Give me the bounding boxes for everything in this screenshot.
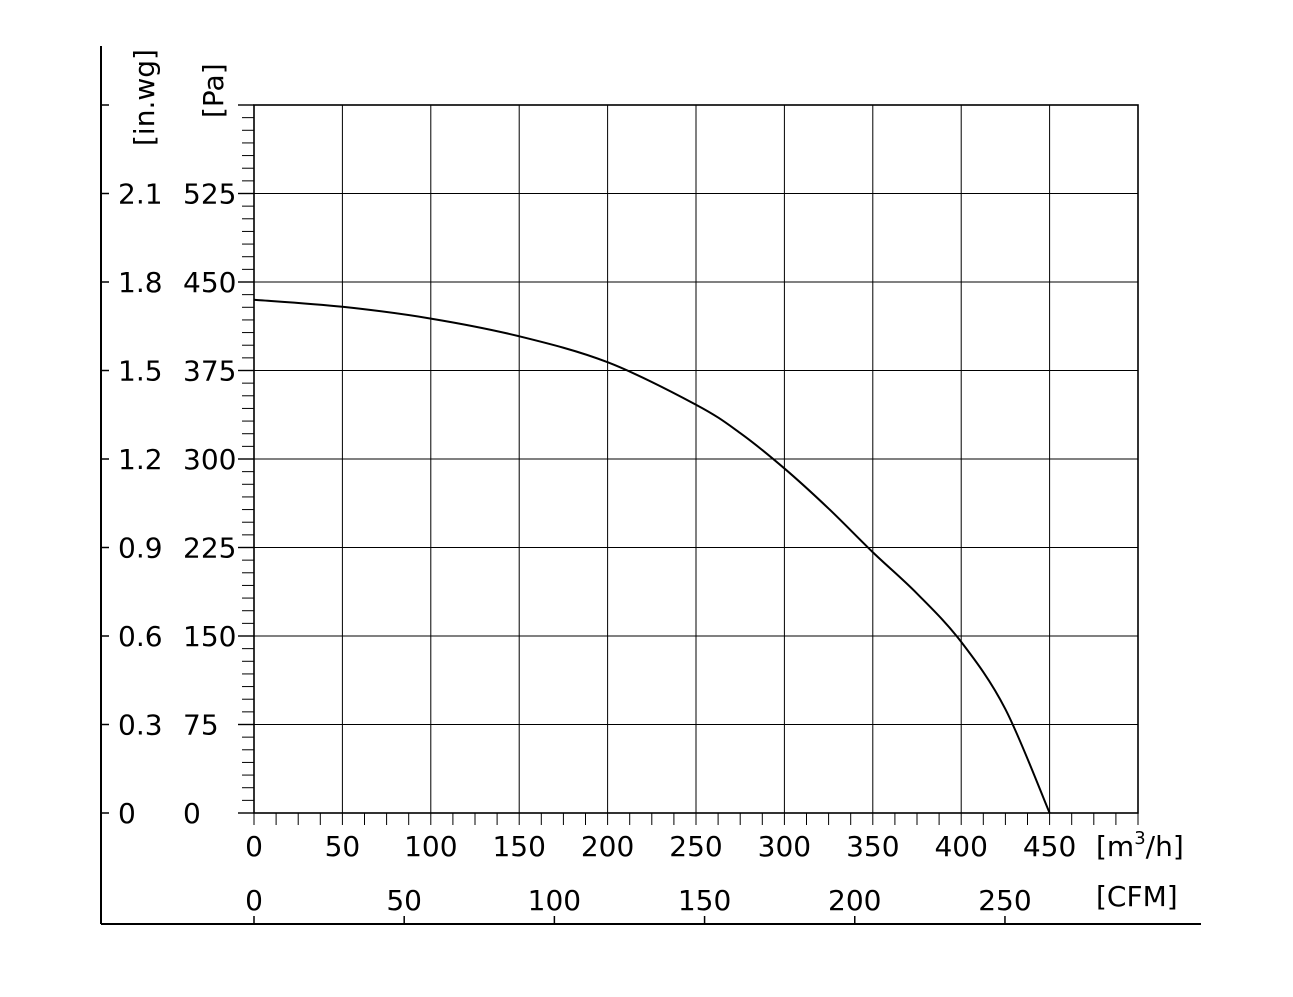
outer-axes — [100, 46, 1201, 925]
y2-tick-label: 0.9 — [118, 532, 163, 565]
y-tick-label: 300 — [183, 443, 236, 476]
y-tick-label: 375 — [183, 355, 236, 388]
x2-tick-label: 200 — [828, 884, 881, 917]
y2-tick-label: 1.2 — [118, 443, 163, 476]
x2-tick-label: 150 — [678, 884, 731, 917]
y-tick-label: 450 — [183, 266, 236, 299]
y2-tick-label: 2.1 — [118, 178, 163, 211]
y2-tick-label: 0 — [118, 797, 136, 830]
x2-tick-labels: 0 50 100 150 200 250 — [245, 884, 1032, 917]
y-tick-label: 225 — [183, 532, 236, 565]
x-unit-label: [m3/h] — [1096, 828, 1184, 863]
x-tick-label: 200 — [581, 830, 634, 863]
y-tick-label: 150 — [183, 620, 236, 653]
y-tick-label: 75 — [183, 709, 219, 742]
y2-tick-label: 0.6 — [118, 620, 163, 653]
x-tick-label: 0 — [245, 830, 263, 863]
y2-tick-label: 1.5 — [118, 355, 163, 388]
y2-unit-label: [in.wg] — [128, 49, 161, 146]
x2-tick-label: 0 — [245, 884, 263, 917]
plot-frame — [253, 104, 1139, 814]
major-ticks — [238, 104, 254, 814]
x-tick-label: 450 — [1023, 830, 1076, 863]
x-tick-labels: 0 50 100 150 200 250 300 350 400 450 — [245, 830, 1076, 863]
x-tick-label: 50 — [325, 830, 361, 863]
x-tick-label: 300 — [758, 830, 811, 863]
series-layer — [253, 298, 1051, 814]
y-tick-labels: 0 75 150 225 300 375 450 525 — [183, 178, 236, 831]
x2-unit-label: [CFM] — [1096, 880, 1178, 913]
minor-ticks — [242, 104, 1139, 825]
x-tick-label: 150 — [492, 830, 545, 863]
x-tick-label: 250 — [669, 830, 722, 863]
x-unit-tail: /h] — [1146, 830, 1184, 863]
y-tick-label: 0 — [183, 797, 201, 830]
grid — [254, 105, 1138, 813]
x-unit-head: [m — [1096, 830, 1134, 863]
x-tick-label: 100 — [404, 830, 457, 863]
y2-tick-label: 1.8 — [118, 266, 163, 299]
y2-tick-label: 0.3 — [118, 709, 163, 742]
y-tick-label: 525 — [183, 178, 236, 211]
y2-tick-labels: 0 0.3 0.6 0.9 1.2 1.5 1.8 2.1 — [118, 178, 163, 831]
x2-tick-label: 100 — [528, 884, 581, 917]
x-unit-sup: 3 — [1134, 828, 1145, 849]
y-unit-label: [Pa] — [197, 63, 230, 118]
x-tick-label: 350 — [846, 830, 899, 863]
series-line-0 — [253, 298, 1051, 814]
x2-tick-label: 250 — [978, 884, 1031, 917]
x2-tick-label: 50 — [386, 884, 422, 917]
x-tick-label: 400 — [934, 830, 987, 863]
